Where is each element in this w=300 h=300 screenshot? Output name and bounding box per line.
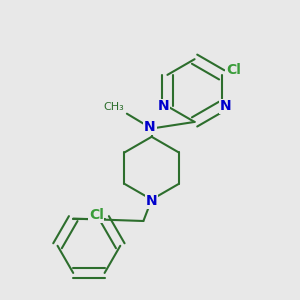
Text: Cl: Cl bbox=[89, 208, 104, 222]
Text: CH₃: CH₃ bbox=[103, 102, 124, 112]
Text: N: N bbox=[220, 99, 232, 113]
Text: N: N bbox=[158, 99, 169, 113]
Text: N: N bbox=[144, 120, 156, 134]
Text: Cl: Cl bbox=[226, 63, 241, 77]
Text: N: N bbox=[146, 194, 158, 208]
